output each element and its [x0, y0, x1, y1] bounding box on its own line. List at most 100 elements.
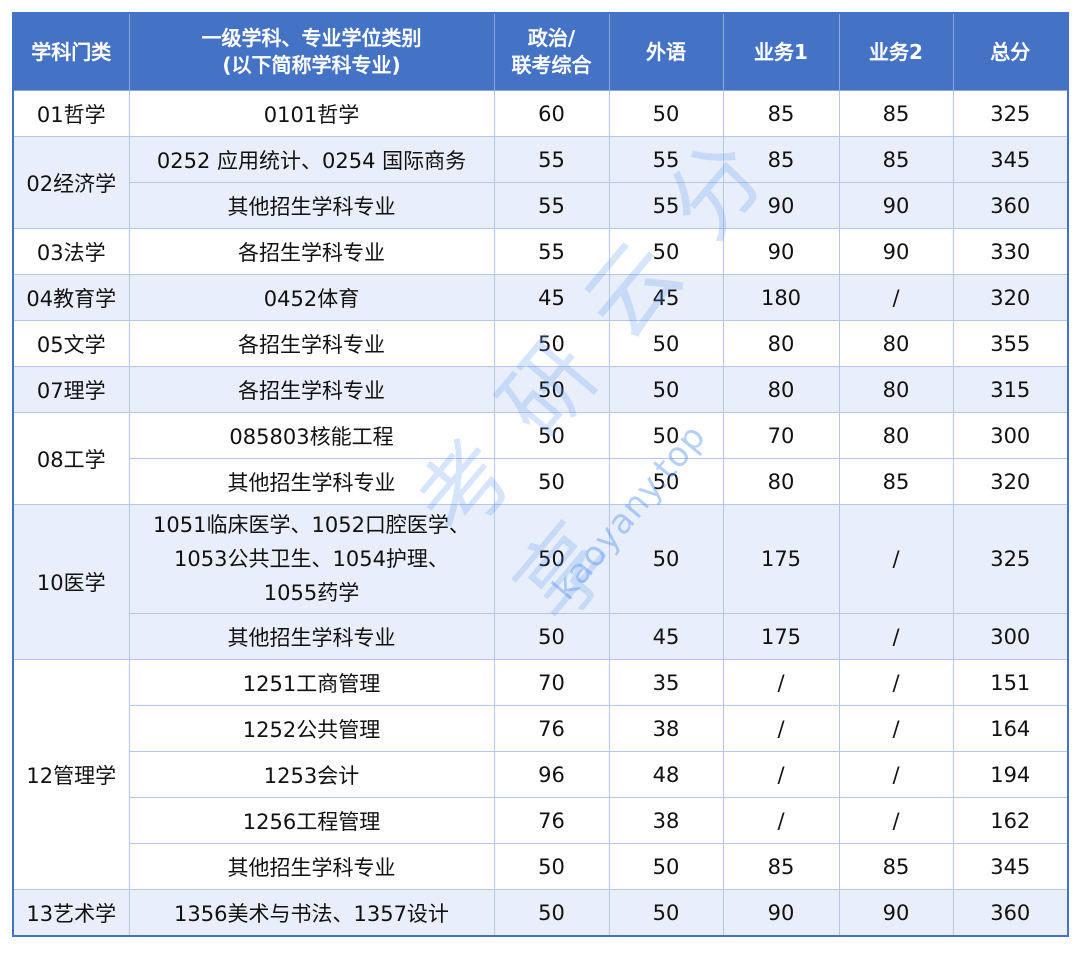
category-cell: 05文学	[12, 320, 130, 367]
category-cell: 08工学	[12, 412, 130, 505]
business1-cell: 90	[722, 228, 840, 275]
total-cell: 325	[952, 504, 1069, 614]
business1-cell: /	[722, 751, 840, 798]
total-cell: 162	[952, 797, 1069, 844]
category-cell: 04教育学	[12, 274, 130, 321]
major-cell: 0252 应用统计、0254 国际商务	[128, 136, 495, 183]
business1-cell: 80	[722, 366, 840, 413]
business1-cell: 85	[722, 843, 840, 890]
table-row: 其他招生学科专业 55 55 90 90 360	[13, 182, 1069, 229]
politics-cell: 45	[493, 274, 610, 321]
total-cell: 345	[952, 843, 1069, 890]
business1-cell: /	[722, 705, 840, 752]
politics-cell: 50	[493, 889, 610, 937]
business2-cell: /	[838, 659, 954, 706]
total-cell: 360	[952, 889, 1069, 937]
politics-cell: 76	[493, 797, 610, 844]
table-row: 13艺术学 1356美术与书法、1357设计 50 50 90 90 360	[12, 889, 1069, 937]
foreign-cell: 50	[608, 458, 724, 505]
politics-cell: 50	[493, 613, 610, 660]
business2-cell: 80	[838, 412, 954, 459]
politics-cell: 55	[493, 228, 610, 275]
politics-cell: 50	[493, 320, 610, 367]
foreign-cell: 50	[608, 320, 724, 367]
foreign-cell: 50	[608, 228, 724, 275]
business2-cell: /	[838, 705, 954, 752]
foreign-cell: 50	[608, 90, 724, 137]
major-cell: 1256工程管理	[128, 797, 495, 844]
foreign-cell: 50	[608, 889, 724, 937]
header-major-line2: (以下简称学科专业)	[222, 53, 401, 77]
table-row: 其他招生学科专业 50 50 85 85 345	[13, 843, 1069, 890]
total-cell: 345	[952, 136, 1069, 183]
total-cell: 355	[952, 320, 1069, 367]
header-business1: 业务1	[722, 12, 840, 91]
table-row: 1252公共管理 76 38 / / 164	[13, 705, 1069, 752]
business2-cell: 85	[838, 90, 954, 137]
politics-cell: 50	[493, 843, 610, 890]
header-politics-line1: 政治/	[527, 26, 576, 50]
header-category: 学科门类	[12, 12, 130, 91]
business2-cell: 85	[838, 136, 954, 183]
category-cell: 02经济学	[12, 136, 130, 229]
category-cell: 03法学	[12, 228, 130, 275]
header-major: 一级学科、专业学位类别 (以下简称学科专业)	[128, 12, 495, 91]
business1-cell: 90	[722, 889, 840, 937]
major-cell: 0452体育	[128, 274, 495, 321]
header-politics-line2: 联考综合	[511, 53, 592, 77]
business2-cell: /	[838, 797, 954, 844]
major-cell: 其他招生学科专业	[128, 613, 495, 660]
major-line: 1053公共卫生、1054护理、	[174, 547, 449, 571]
business1-cell: 85	[722, 90, 840, 137]
total-cell: 151	[952, 659, 1069, 706]
major-cell: 其他招生学科专业	[128, 843, 495, 890]
business1-cell: /	[722, 659, 840, 706]
total-cell: 300	[952, 412, 1069, 459]
table-row: 其他招生学科专业 50 45 175 / 300	[13, 613, 1069, 660]
foreign-cell: 55	[608, 136, 724, 183]
table-row: 04教育学 0452体育 45 45 180 / 320	[12, 274, 1069, 321]
major-line: 1051临床医学、1052口腔医学、	[153, 513, 470, 537]
foreign-cell: 38	[608, 797, 724, 844]
business2-cell: /	[838, 274, 954, 321]
header-business2: 业务2	[838, 12, 954, 91]
total-cell: 360	[952, 182, 1069, 229]
category-cell: 13艺术学	[12, 889, 130, 937]
politics-cell: 55	[493, 182, 610, 229]
header-politics: 政治/联考综合	[493, 12, 610, 91]
business2-cell: 85	[838, 458, 954, 505]
major-cell: 1051临床医学、1052口腔医学、 1053公共卫生、1054护理、 1055药学	[128, 504, 495, 614]
major-line: 1055药学	[263, 581, 360, 605]
major-cell: 1356美术与书法、1357设计	[128, 889, 495, 937]
business1-cell: 175	[722, 613, 840, 660]
total-cell: 300	[952, 613, 1069, 660]
business2-cell: 90	[838, 182, 954, 229]
table-row: 03法学 各招生学科专业 55 50 90 90 330	[12, 228, 1069, 275]
foreign-cell: 50	[608, 504, 724, 614]
foreign-cell: 45	[608, 274, 724, 321]
business1-cell: /	[722, 797, 840, 844]
foreign-cell: 48	[608, 751, 724, 798]
category-cell: 12管理学	[12, 659, 130, 890]
foreign-cell: 50	[608, 366, 724, 413]
business1-cell: 175	[722, 504, 840, 614]
business2-cell: 85	[838, 843, 954, 890]
header-major-line1: 一级学科、专业学位类别	[201, 26, 422, 50]
table-row: 12管理学 1251工商管理 70 35 / / 151	[12, 659, 1069, 890]
category-cell: 10医学	[12, 504, 130, 660]
table-row: 1256工程管理 76 38 / / 162	[13, 797, 1069, 844]
table-row: 1253会计 96 48 / / 194	[13, 751, 1069, 798]
business2-cell: /	[838, 751, 954, 798]
major-cell: 1252公共管理	[128, 705, 495, 752]
major-cell: 各招生学科专业	[128, 228, 495, 275]
major-cell: 各招生学科专业	[128, 320, 495, 367]
foreign-cell: 45	[608, 613, 724, 660]
business2-cell: 90	[838, 889, 954, 937]
major-cell: 085803核能工程	[128, 412, 495, 459]
business2-cell: /	[838, 613, 954, 660]
foreign-cell: 35	[608, 659, 724, 706]
foreign-cell: 38	[608, 705, 724, 752]
table-row: 10医学 1051临床医学、1052口腔医学、 1053公共卫生、1054护理、 1…	[12, 504, 1069, 660]
foreign-cell: 50	[608, 843, 724, 890]
business1-cell: 80	[722, 320, 840, 367]
